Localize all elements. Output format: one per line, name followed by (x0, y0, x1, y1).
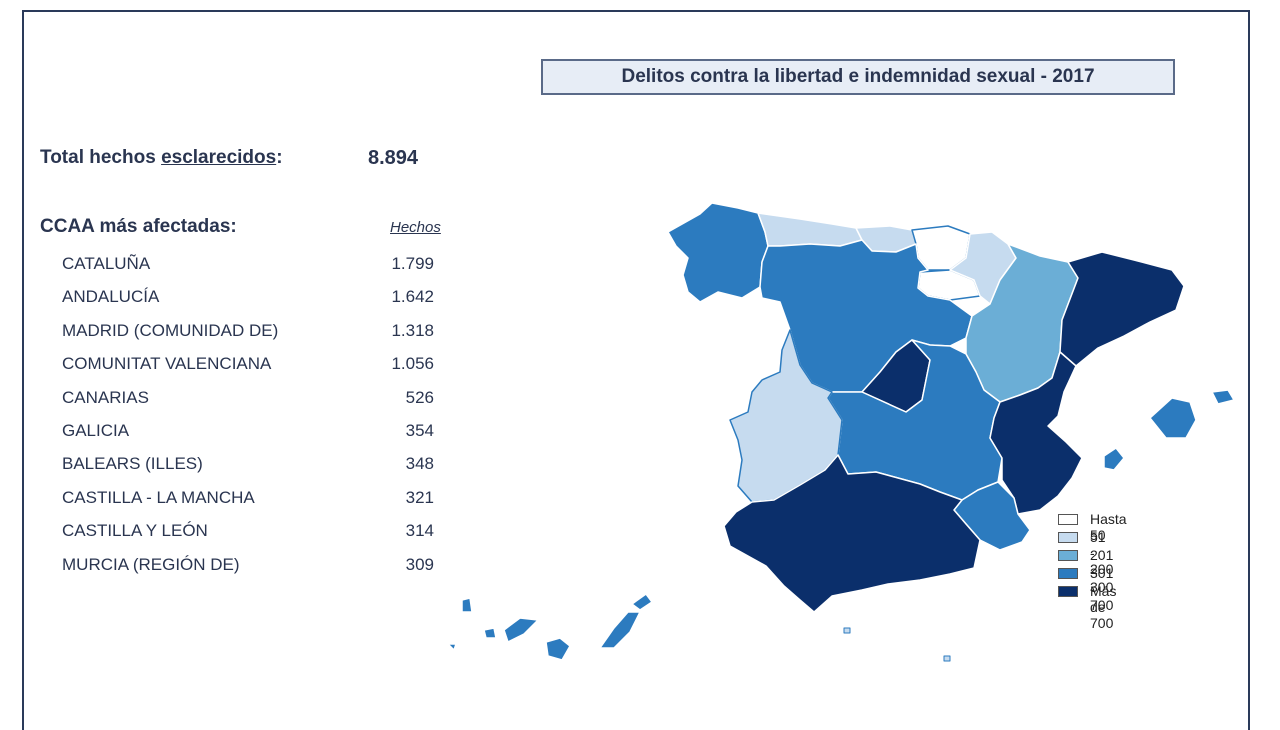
region-value: 526 (405, 387, 434, 407)
region-canarias-1 (461, 597, 473, 613)
region-value: 314 (405, 521, 434, 541)
total-label-prefix: Total hechos (40, 147, 162, 168)
total-value: 8.894 (368, 147, 419, 169)
list-item: CANARIAS 526 (62, 386, 438, 419)
region-name: CASTILLA Y LEÓN (62, 521, 208, 541)
legend-swatch (1058, 550, 1078, 561)
hechos-column-header: Hechos (390, 219, 441, 236)
region-galicia (667, 202, 769, 303)
report-frame (22, 10, 1250, 730)
legend-swatch (1058, 586, 1078, 597)
total-label: Total hechos esclarecidos: (40, 147, 283, 169)
region-canarias-7 (447, 643, 457, 651)
list-item: MURCIA (REGIÓN DE) 309 (62, 553, 438, 586)
legend-swatch (1058, 568, 1078, 579)
list-item: CASTILLA Y LEÓN 314 (62, 519, 438, 552)
region-name: CANARIAS (62, 387, 149, 407)
region-canarias-3 (503, 617, 539, 643)
ccaa-list: CATALUÑA 1.799 ANDALUCÍA 1.642 MADRID (COM… (62, 252, 438, 586)
legend-label: Más de 700 (1090, 583, 1117, 631)
region-name: CATALUÑA (62, 254, 151, 273)
list-item: CATALUÑA 1.799 (62, 252, 438, 285)
region-baleares (1149, 397, 1197, 439)
region-ceuta (843, 627, 851, 634)
legend-label: 51 - 200 (1090, 529, 1114, 577)
region-name: GALICIA (62, 420, 130, 440)
region-name: MADRID (COMUNIDAD DE) (62, 320, 279, 340)
list-item: CASTILLA - LA MANCHA 321 (62, 486, 438, 519)
spain-choropleth-map (447, 202, 1235, 662)
list-item: ANDALUCÍA 1.642 (62, 285, 438, 318)
region-andalucia (723, 454, 981, 613)
list-item: MADRID (COMUNIDAD DE) 1.318 (62, 319, 438, 352)
region-name: BALEARS (ILLES) (62, 454, 203, 474)
legend-swatch (1058, 532, 1078, 543)
region-value: 1.318 (391, 320, 434, 340)
legend-label: 301 - 700 (1090, 565, 1114, 613)
region-name: CASTILLA - LA MANCHA (62, 487, 255, 507)
region-canarias-4 (545, 637, 571, 661)
region-value: 1.642 (391, 287, 434, 307)
list-item: COMUNITAT VALENCIANA 1.056 (62, 352, 438, 385)
total-label-underlined: esclarecidos (161, 147, 277, 168)
region-name: MURCIA (REGIÓN DE) (62, 554, 240, 574)
region-baleares-ibiza (1103, 447, 1125, 471)
region-value: 309 (405, 554, 434, 574)
list-item: BALEARS (ILLES) 348 (62, 452, 438, 485)
region-name: COMUNITAT VALENCIANA (62, 354, 272, 374)
total-label-suffix: : (276, 147, 283, 168)
region-value: 1.056 (391, 354, 434, 374)
map-title: Delitos contra la libertad e indemnidad … (541, 59, 1175, 95)
region-canarias-5 (599, 611, 641, 649)
ccaa-heading: CCAA más afectadas: (40, 216, 237, 237)
region-baleares-menorca (1211, 389, 1235, 405)
region-cataluna (1059, 251, 1185, 367)
region-name: ANDALUCÍA (62, 287, 160, 307)
region-value: 321 (405, 487, 434, 507)
region-melilla (943, 655, 951, 662)
region-value: 1.799 (391, 254, 434, 273)
region-value: 348 (405, 454, 434, 474)
list-item: GALICIA 354 (62, 419, 438, 452)
legend-label: 201 - 300 (1090, 547, 1114, 595)
region-canarias-2 (483, 627, 497, 639)
region-canarias-6 (631, 593, 653, 611)
legend-swatch (1058, 514, 1078, 525)
legend-label: Hasta 50 (1090, 511, 1127, 543)
region-value: 354 (405, 420, 434, 440)
region-asturias (757, 212, 863, 247)
